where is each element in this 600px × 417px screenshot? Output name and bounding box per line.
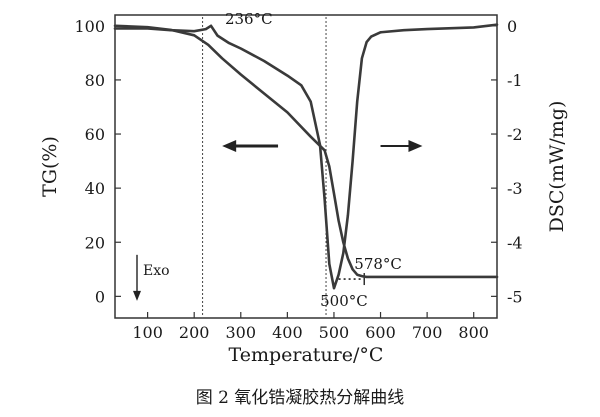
y-right-tick-label: -1 (507, 71, 523, 90)
y-left-axis-label: TG(%) (39, 136, 61, 197)
y-right-tick-label: -2 (507, 125, 523, 144)
y-right-axis-label: DSC(mW/mg) (546, 101, 568, 233)
x-tick-label: 400 (272, 323, 303, 342)
y-right-tick-label: -3 (507, 179, 523, 198)
x-tick-label: 800 (458, 323, 489, 342)
y-left-tick-label: 100 (74, 17, 105, 36)
x-tick-label: 300 (226, 323, 257, 342)
arrow-head (408, 139, 423, 152)
tg-curve (113, 24, 499, 279)
x-tick-label: 200 (179, 323, 210, 342)
left-arrow (222, 139, 279, 152)
peak-500-label: 500°C (320, 292, 368, 310)
plot-frame (114, 14, 498, 319)
y-right-tick-label: -5 (507, 287, 523, 306)
point-578-label: 578°C (354, 255, 402, 273)
dsc-curve (113, 23, 499, 290)
y-left-tick-label: 40 (85, 179, 105, 198)
exo-label: Exo (143, 263, 170, 279)
peak-236-label: 236°C (225, 10, 273, 28)
y-left-tick-label: 0 (95, 287, 105, 306)
x-tick-label: 100 (132, 323, 163, 342)
y-left-tick-label: 60 (85, 125, 105, 144)
y-left-tick-label: 20 (85, 233, 105, 252)
series-layer (113, 23, 499, 290)
figure-caption: 图 2 氧化锆凝胶热分解曲线 (195, 388, 405, 408)
x-tick-label: 700 (412, 323, 443, 342)
x-tick-label: 600 (365, 323, 396, 342)
reference-lines (202, 17, 365, 316)
y-left-tick-label: 80 (85, 71, 105, 90)
right-arrow (380, 139, 423, 152)
x-tick-label: 500 (319, 323, 350, 342)
y-right-tick-label: 0 (507, 17, 517, 36)
x-axis-label: Temperature/°C (229, 344, 384, 366)
arrow-head (222, 139, 237, 152)
y-right-tick-label: -4 (507, 233, 523, 252)
exo-arrow-head (133, 290, 141, 301)
annotations: 236°C 500°C 578°C Exo (133, 10, 423, 310)
axis-ticks: 100 200 300 400 500 600 700 800 0 20 40 60 80 100 0 -1 -… (74, 17, 522, 342)
